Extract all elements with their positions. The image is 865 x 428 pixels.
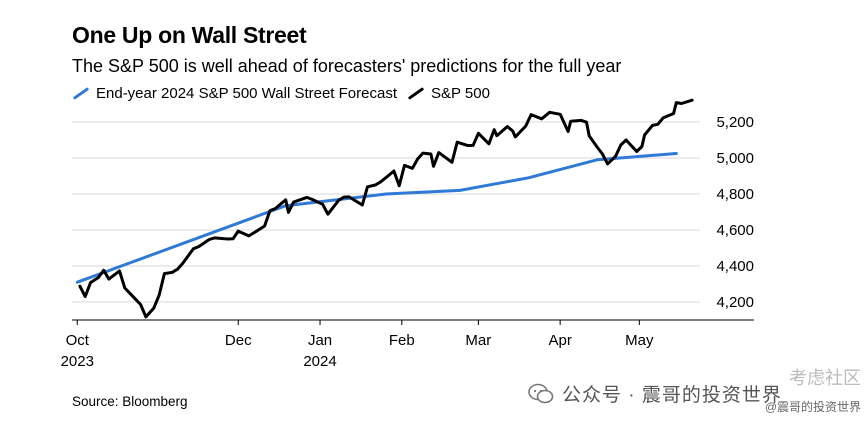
watermark: 公众号 · 震哥的投资世界 xyxy=(528,380,782,407)
chart-title: One Up on Wall Street xyxy=(72,22,307,48)
x-axis: Oct 2023 Dec Jan 2024 Feb Mar Apr May xyxy=(61,319,754,370)
series-line-forecast xyxy=(75,152,678,284)
x-tick-label: Oct xyxy=(66,332,90,349)
x-tick-label: Feb xyxy=(389,332,415,349)
legend-label-forecast: End-year 2024 S&P 500 Wall Street Foreca… xyxy=(96,85,397,102)
watermark-corner: 考虑社区 xyxy=(789,368,861,388)
x-tick-label: Apr xyxy=(548,332,571,349)
source-note: Source: Bloomberg xyxy=(72,394,188,409)
y-tick-label: 4,400 xyxy=(716,258,754,275)
watermark-sub: @震哥的投资世界 xyxy=(764,400,861,414)
legend-item-forecast: End-year 2024 S&P 500 Wall Street Foreca… xyxy=(72,85,397,102)
grid-lines xyxy=(72,121,700,303)
y-tick-label: 4,800 xyxy=(716,186,754,203)
x-tick-sublabel: 2023 xyxy=(61,353,94,370)
y-tick-label: 4,600 xyxy=(716,222,754,239)
y-axis: 4,200 4,400 4,600 4,800 5,000 5,200 xyxy=(716,114,754,311)
y-tick-label: 5,000 xyxy=(716,150,754,167)
legend-label-spx: S&P 500 xyxy=(431,85,490,102)
legend: End-year 2024 S&P 500 Wall Street Foreca… xyxy=(72,85,500,102)
x-tick-label: Jan xyxy=(308,332,332,349)
x-tick-label: Dec xyxy=(225,332,252,349)
chart-subtitle: The S&P 500 is well ahead of forecasters… xyxy=(72,56,622,76)
y-tick-label: 4,200 xyxy=(716,294,754,311)
legend-swatch-spx xyxy=(407,87,425,100)
x-tick-label: Mar xyxy=(465,332,491,349)
legend-item-spx: S&P 500 xyxy=(407,85,490,102)
wechat-icon xyxy=(528,383,554,403)
x-tick-sublabel: 2024 xyxy=(303,353,336,370)
series-group xyxy=(75,98,694,319)
x-tick-label: May xyxy=(625,332,654,349)
legend-swatch-forecast xyxy=(72,87,90,100)
y-tick-label: 5,200 xyxy=(716,114,754,131)
watermark-text: 公众号 · 震哥的投资世界 xyxy=(562,385,782,406)
series-line-spx xyxy=(78,98,694,319)
